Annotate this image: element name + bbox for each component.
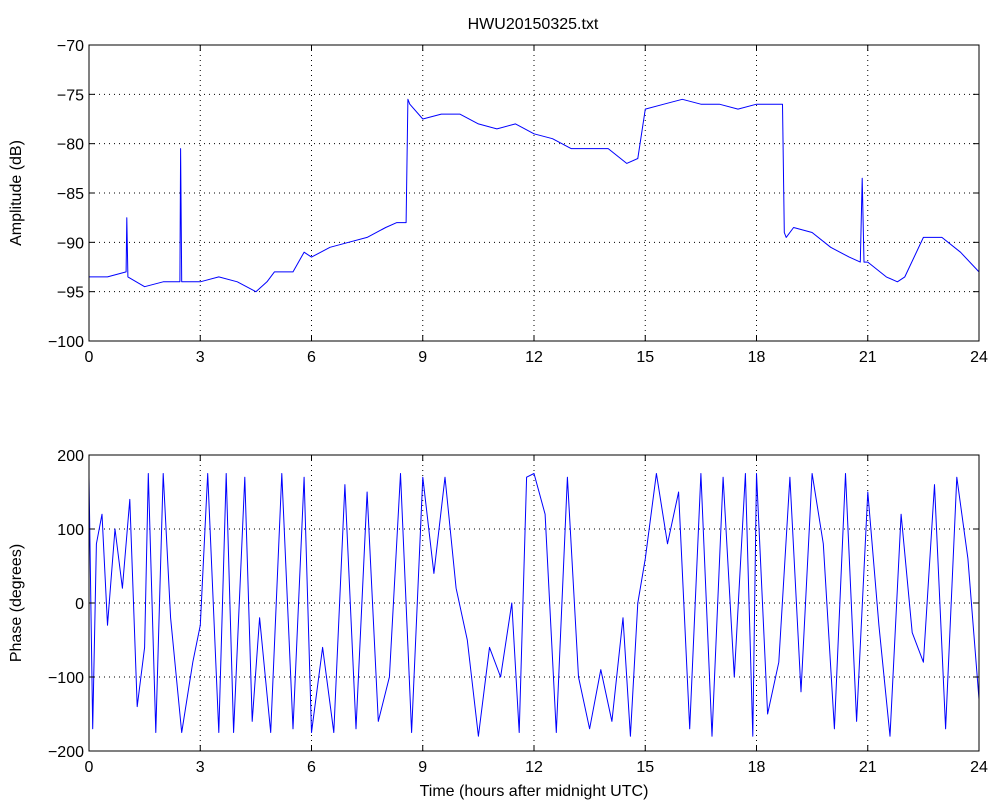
amplitude-y-tick-label: −75 [57,87,84,104]
phase-x-tick-label: 12 [525,759,543,776]
amplitude-x-tick-label: 3 [196,349,205,366]
phase-y-tick-label: 0 [75,596,84,613]
amplitude-y-tick-label: −80 [57,137,84,154]
phase-y-tick-label: −200 [48,744,84,761]
amplitude-y-tick-label: −95 [57,285,84,302]
amplitude-y-tick-label: −90 [57,235,84,252]
amplitude-x-tick-label: 12 [525,349,543,366]
amplitude-x-tick-label: 24 [970,349,988,366]
amplitude-x-tick-label: 18 [748,349,766,366]
amplitude-series-line [89,98,980,293]
amplitude-x-tick-label: 0 [85,349,94,366]
amplitude-x-tick-label: 15 [636,349,654,366]
phase-x-tick-label: 0 [85,759,94,776]
amplitude-panel: 0 3 6 9 12 15 18 21 24 −100 −95 −90 −85 −80 −75 −70 Ampl… [8,38,988,366]
amplitude-y-tick-label: −70 [57,38,84,55]
phase-y-tick-label: −100 [48,670,84,687]
phase-y-tick-label: 200 [57,448,84,465]
phase-x-tick-label: 15 [636,759,654,776]
phase-y-tick-label: 100 [57,522,84,539]
phase-x-tick-label: 18 [748,759,766,776]
phase-x-tick-label: 6 [307,759,316,776]
phase-series-line [88,473,980,737]
figure-title: HWU20150325.txt [468,16,599,33]
amplitude-x-tick-label: 6 [307,349,316,366]
phase-y-axis-label: Phase (degrees) [8,544,25,662]
amplitude-y-tick-label: −85 [57,186,84,203]
phase-x-tick-label: 9 [418,759,427,776]
phase-x-axis-label: Time (hours after midnight UTC) [420,783,649,800]
phase-x-tick-label: 24 [970,759,988,776]
phase-panel: 0 3 6 9 12 15 18 21 24 −200 −100 0 100 200 Phase (degr… [8,448,988,800]
amplitude-y-tick-label: −100 [48,334,84,351]
amplitude-y-axis-label: Amplitude (dB) [8,140,25,246]
phase-x-tick-label: 3 [196,759,205,776]
amplitude-x-tick-label: 21 [859,349,877,366]
amplitude-x-tick-label: 9 [418,349,427,366]
phase-x-tick-label: 21 [859,759,877,776]
